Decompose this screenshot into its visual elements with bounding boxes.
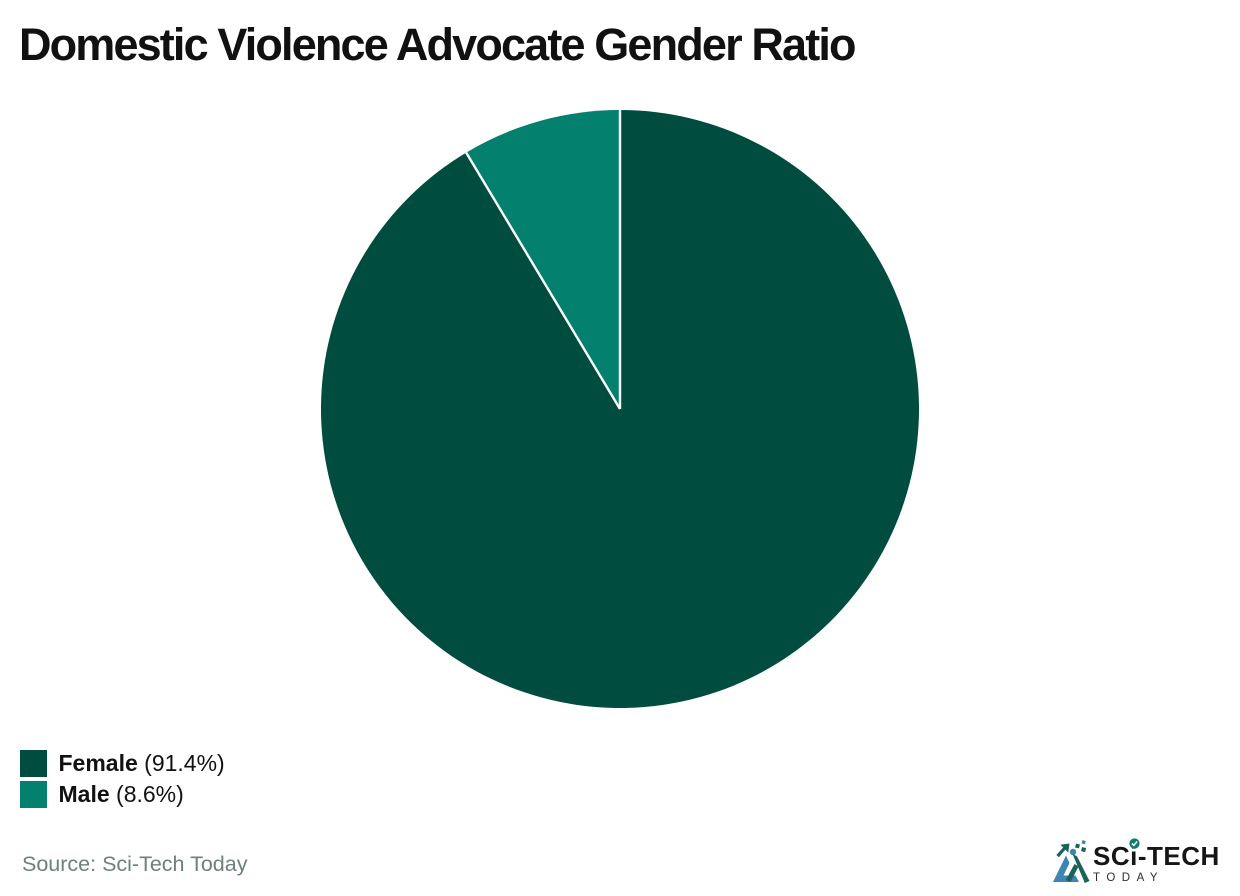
pie-chart [320,110,919,708]
legend-label: Female (91.4%) [58,750,225,776]
legend-swatch-male [20,781,47,808]
chart-title: Domestic Violence Advocate Gender Ratio [19,19,856,70]
pie-slice-divider [465,151,622,410]
logo-line1: SCii-TECH [1093,837,1220,869]
pie-slice-male [466,110,620,409]
legend: Female (91.4%) Male (8.6%) [20,750,225,808]
legend-item-female: Female (91.4%) [20,750,225,777]
logo-i: ii [1129,837,1140,869]
legend-item-male: Male (8.6%) [20,781,225,808]
legend-swatch-female [20,750,47,777]
scitech-today-logo: SCii-TECH TODAY [1052,837,1220,885]
legend-label: Male (8.6%) [58,781,184,807]
source-note: Source: Sci-Tech Today [22,852,248,876]
logo-line2: TODAY [1093,872,1165,884]
pie-slice-dividers [465,110,622,410]
logo-text: SCii-TECH TODAY [1093,837,1220,885]
scitech-logo-mark-icon [1053,840,1090,883]
logo-check-icon [1129,837,1140,849]
